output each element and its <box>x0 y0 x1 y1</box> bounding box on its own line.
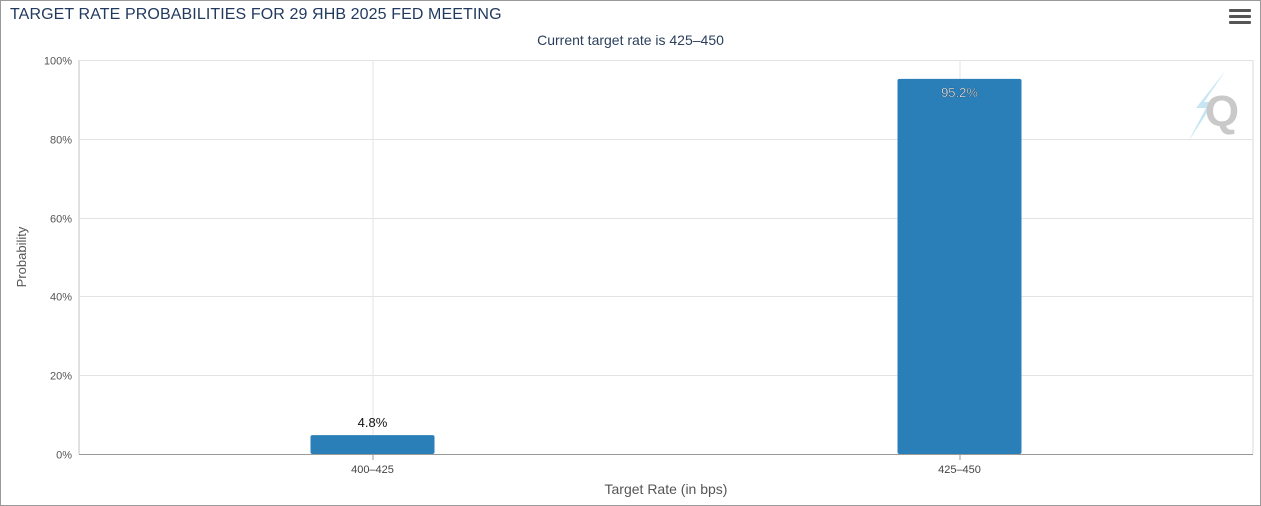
y-tick-label: 40% <box>50 292 72 304</box>
y-tick-label: 100% <box>44 56 72 68</box>
y-tick-label: 20% <box>50 371 72 383</box>
y-tick-label: 0% <box>56 450 72 462</box>
quikstrike-q-logo: Q <box>1188 70 1239 142</box>
y-tick-label: 60% <box>50 214 72 226</box>
hamburger-menu-icon[interactable] <box>1229 9 1251 27</box>
chart-subtitle: Current target rate is 425–450 <box>537 32 724 48</box>
bar-data-label: 4.8% <box>358 415 388 430</box>
x-tick-label: 425–450 <box>938 464 981 476</box>
bar-data-label: 95.2% <box>941 85 978 100</box>
chart-title: TARGET RATE PROBABILITIES FOR 29 ЯНВ 202… <box>10 6 502 23</box>
svg-text:Q: Q <box>1205 87 1239 136</box>
bar-425–450[interactable] <box>897 78 1022 455</box>
x-axis-title: Target Rate (in bps) <box>605 481 728 497</box>
y-tick-label: 80% <box>50 135 72 147</box>
bar-400–425[interactable] <box>310 435 435 454</box>
y-axis-title: Probability <box>14 226 29 287</box>
x-tick-label: 400–425 <box>351 464 394 476</box>
